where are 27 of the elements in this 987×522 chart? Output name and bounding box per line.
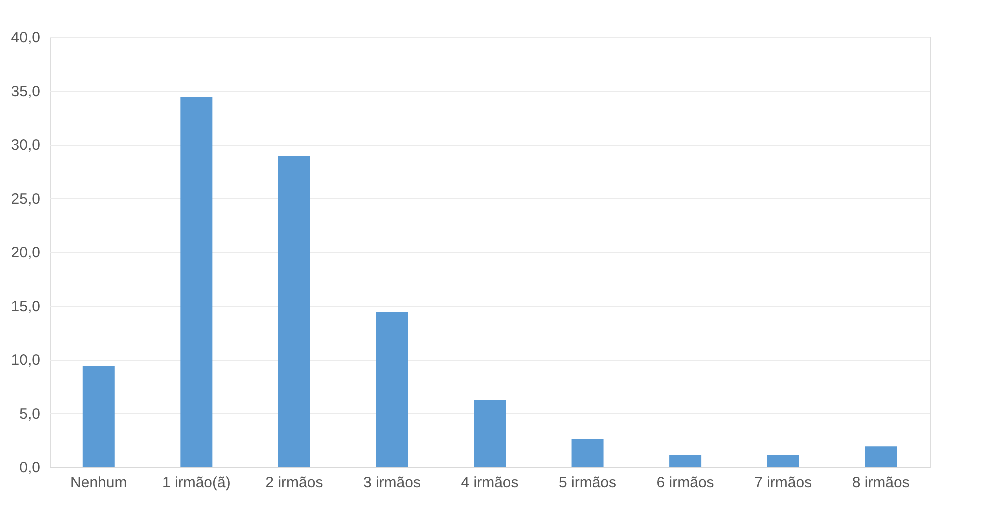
y-tick-label: 5,0 xyxy=(20,406,40,423)
x-tick-label: 8 irmãos xyxy=(852,474,910,492)
y-tick-label: 25,0 xyxy=(11,190,40,208)
x-tick-label: 5 irmãos xyxy=(559,474,617,492)
y-tick-label: 0,0 xyxy=(20,460,40,476)
bar xyxy=(474,400,506,467)
bar xyxy=(180,97,213,467)
bar xyxy=(572,439,604,467)
x-tick-label: 3 irmãos xyxy=(363,474,421,492)
bar xyxy=(670,455,702,467)
x-tick-label: 6 irmãos xyxy=(656,474,714,492)
x-tick-label: 4 irmãos xyxy=(461,474,519,492)
y-tick-label: 10,0 xyxy=(11,352,40,369)
y-tick-label: 20,0 xyxy=(11,244,40,262)
y-tick-label: 35,0 xyxy=(11,83,40,100)
bar xyxy=(376,312,408,467)
x-tick-label: 7 irmãos xyxy=(754,474,812,492)
y-tick-label: 40,0 xyxy=(11,30,40,46)
bar xyxy=(278,156,310,467)
bar xyxy=(82,366,115,467)
y-tick-label: 15,0 xyxy=(11,298,40,316)
x-tick-label: 1 irmão(ã) xyxy=(162,474,231,492)
bar xyxy=(767,455,800,467)
x-tick-label: 2 irmãos xyxy=(266,474,324,492)
y-tick-label: 30,0 xyxy=(11,137,40,154)
x-tick-label: Nenhum xyxy=(70,474,128,492)
bar xyxy=(865,446,898,467)
